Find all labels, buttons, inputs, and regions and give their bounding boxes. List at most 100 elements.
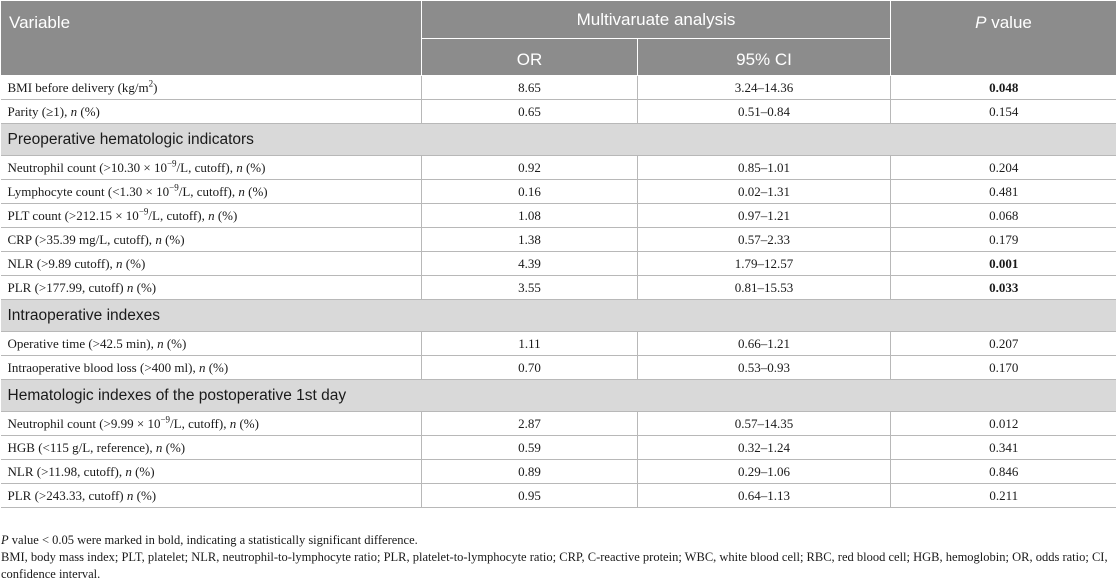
p-value-cell: 0.204 — [890, 155, 1116, 180]
footnote-significance-text: value < 0.05 were marked in bold, indica… — [8, 533, 418, 547]
section-label: Intraoperative indexes — [0, 299, 1116, 332]
variable-label-italic: n — [238, 183, 245, 199]
variable-cell: PLT count (>212.15 × 10−9/L, cutoff), n … — [0, 203, 422, 228]
table-row: Neutrophil count (>9.99 × 10−9/L, cutoff… — [0, 411, 1116, 436]
footnote-significance: P value < 0.05 were marked in bold, indi… — [1, 532, 1116, 549]
ci-cell: 0.29–1.06 — [637, 459, 891, 484]
table-row: Operative time (>42.5 min), n (%) 1.11 0.6… — [0, 331, 1116, 356]
variable-label-pre: Neutrophil count (>10.30 × 10 — [7, 159, 167, 175]
variable-label-pre: Intraoperative blood loss (>400 ml), — [7, 359, 199, 375]
variable-label-mid: /L, cutoff), — [148, 207, 209, 223]
or-cell: 0.92 — [421, 155, 638, 180]
ci-cell: 0.97–1.21 — [637, 203, 891, 228]
variable-label-post: (%) — [242, 159, 266, 175]
p-value-cell: 0.033 — [890, 275, 1116, 300]
footnote-abbreviations: BMI, body mass index; PLT, platelet; NLR… — [1, 550, 1108, 581]
variable-label-pre: PLR (>243.33, cutoff) — [7, 487, 127, 503]
p-value-cell: 0.846 — [890, 459, 1116, 484]
or-cell: 2.87 — [421, 411, 638, 436]
variable-label-post: (%) — [214, 207, 238, 223]
variable-label-pre: NLR (>11.98, cutoff), — [7, 463, 126, 479]
table-row: NLR (>11.98, cutoff), n (%) 0.89 0.29–1.06… — [0, 459, 1116, 484]
header-p-value: P value — [890, 0, 1116, 76]
variable-label-mid: /L, cutoff), — [170, 415, 230, 431]
variable-cell: Operative time (>42.5 min), n (%) — [0, 331, 422, 356]
variable-cell: Intraoperative blood loss (>400 ml), n (… — [0, 355, 422, 380]
variable-label-pre: CRP (>35.39 mg/L, cutoff), — [7, 231, 156, 247]
variable-label-post: (%) — [162, 439, 186, 455]
section-row: Hematologic indexes of the postoperative… — [0, 379, 1116, 412]
or-cell: 1.38 — [421, 227, 638, 252]
header-p-letter: P — [975, 13, 987, 32]
header-multivariate-analysis: Multivaruate analysis — [421, 0, 891, 39]
variable-label-post: (%) — [131, 463, 155, 479]
table-row: Intraoperative blood loss (>400 ml), n (… — [0, 355, 1116, 380]
variable-label-italic: n — [198, 359, 206, 375]
variable-cell: Neutrophil count (>9.99 × 10−9/L, cutoff… — [0, 411, 422, 436]
variable-label-pre: PLT count (>212.15 × 10 — [7, 207, 139, 223]
ci-cell: 0.81–15.53 — [637, 275, 891, 300]
variable-label-sup: −9 — [138, 206, 149, 217]
variable-label-pre: BMI before delivery (kg/m — [7, 79, 149, 95]
variable-label-italic: n — [126, 487, 134, 503]
variable-cell: PLR (>243.33, cutoff) n (%) — [0, 483, 422, 508]
p-value-cell: 0.048 — [890, 75, 1116, 100]
table-body: BMI before delivery (kg/m2) 8.65 3.24–14.3… — [0, 75, 1116, 508]
ci-cell: 0.64–1.13 — [637, 483, 891, 508]
table-row: Parity (≥1), n (%) 0.65 0.51–0.84 0.154 — [0, 99, 1116, 124]
or-cell: 3.55 — [421, 275, 638, 300]
header-95ci: 95% CI — [637, 38, 891, 76]
variable-label-post: ) — [153, 79, 158, 95]
variable-label-post: (%) — [133, 279, 157, 295]
variable-label-italic: n — [229, 415, 237, 431]
header-p-rest: value — [986, 13, 1032, 32]
section-label: Hematologic indexes of the postoperative… — [0, 379, 1116, 412]
variable-label-post: (%) — [133, 487, 157, 503]
footnote-p-letter: P — [1, 533, 9, 547]
ci-cell: 0.02–1.31 — [637, 179, 891, 204]
variable-label-post: (%) — [244, 183, 268, 199]
table-footnotes: P value < 0.05 were marked in bold, indi… — [0, 532, 1116, 583]
variable-cell: Parity (≥1), n (%) — [0, 99, 422, 124]
header-or: OR — [421, 38, 638, 76]
variable-label-post: (%) — [236, 415, 259, 431]
variable-label-italic: n — [157, 335, 164, 351]
ci-cell: 0.57–2.33 — [637, 227, 891, 252]
variable-label-italic: n — [236, 159, 243, 175]
table-row: NLR (>9.89 cutoff), n (%) 4.39 1.79–12.57 0… — [0, 251, 1116, 276]
header-variable: Variable — [0, 0, 422, 76]
ci-cell: 3.24–14.36 — [637, 75, 891, 100]
p-value-cell: 0.001 — [890, 251, 1116, 276]
ci-cell: 0.85–1.01 — [637, 155, 891, 180]
table-row: Lymphocyte count (<1.30 × 10−9/L, cutoff… — [0, 179, 1116, 204]
variable-cell: BMI before delivery (kg/m2) — [0, 75, 422, 100]
variable-label-pre: Neutrophil count (>9.99 × 10 — [7, 415, 161, 431]
variable-label-post: (%) — [122, 255, 146, 271]
section-row: Preoperative hematologic indicators — [0, 123, 1116, 156]
variable-label-italic: n — [116, 255, 123, 271]
variable-cell: NLR (>9.89 cutoff), n (%) — [0, 251, 422, 276]
variable-label-mid: /L, cutoff), — [176, 159, 237, 175]
table-row: Neutrophil count (>10.30 × 10−9/L, cutof… — [0, 155, 1116, 180]
or-cell: 0.65 — [421, 99, 638, 124]
variable-label-pre: HGB (<115 g/L, reference), — [7, 439, 156, 455]
variable-label-italic: n — [125, 463, 132, 479]
variable-label-pre: NLR (>9.89 cutoff), — [7, 255, 117, 271]
variable-label-post: (%) — [205, 359, 229, 375]
p-value-cell: 0.341 — [890, 435, 1116, 460]
variable-cell: NLR (>11.98, cutoff), n (%) — [0, 459, 422, 484]
variable-label-pre: Parity (≥1), — [7, 103, 71, 119]
variable-cell: CRP (>35.39 mg/L, cutoff), n (%) — [0, 227, 422, 252]
section-label: Preoperative hematologic indicators — [0, 123, 1116, 156]
p-value-cell: 0.012 — [890, 411, 1116, 436]
or-cell: 4.39 — [421, 251, 638, 276]
or-cell: 8.65 — [421, 75, 638, 100]
variable-cell: HGB (<115 g/L, reference), n (%) — [0, 435, 422, 460]
ci-cell: 0.51–0.84 — [637, 99, 891, 124]
p-value-cell: 0.211 — [890, 483, 1116, 508]
p-value-cell: 0.068 — [890, 203, 1116, 228]
p-value-cell: 0.170 — [890, 355, 1116, 380]
or-cell: 1.11 — [421, 331, 638, 356]
or-cell: 0.59 — [421, 435, 638, 460]
variable-label-sup: 2 — [148, 78, 154, 89]
